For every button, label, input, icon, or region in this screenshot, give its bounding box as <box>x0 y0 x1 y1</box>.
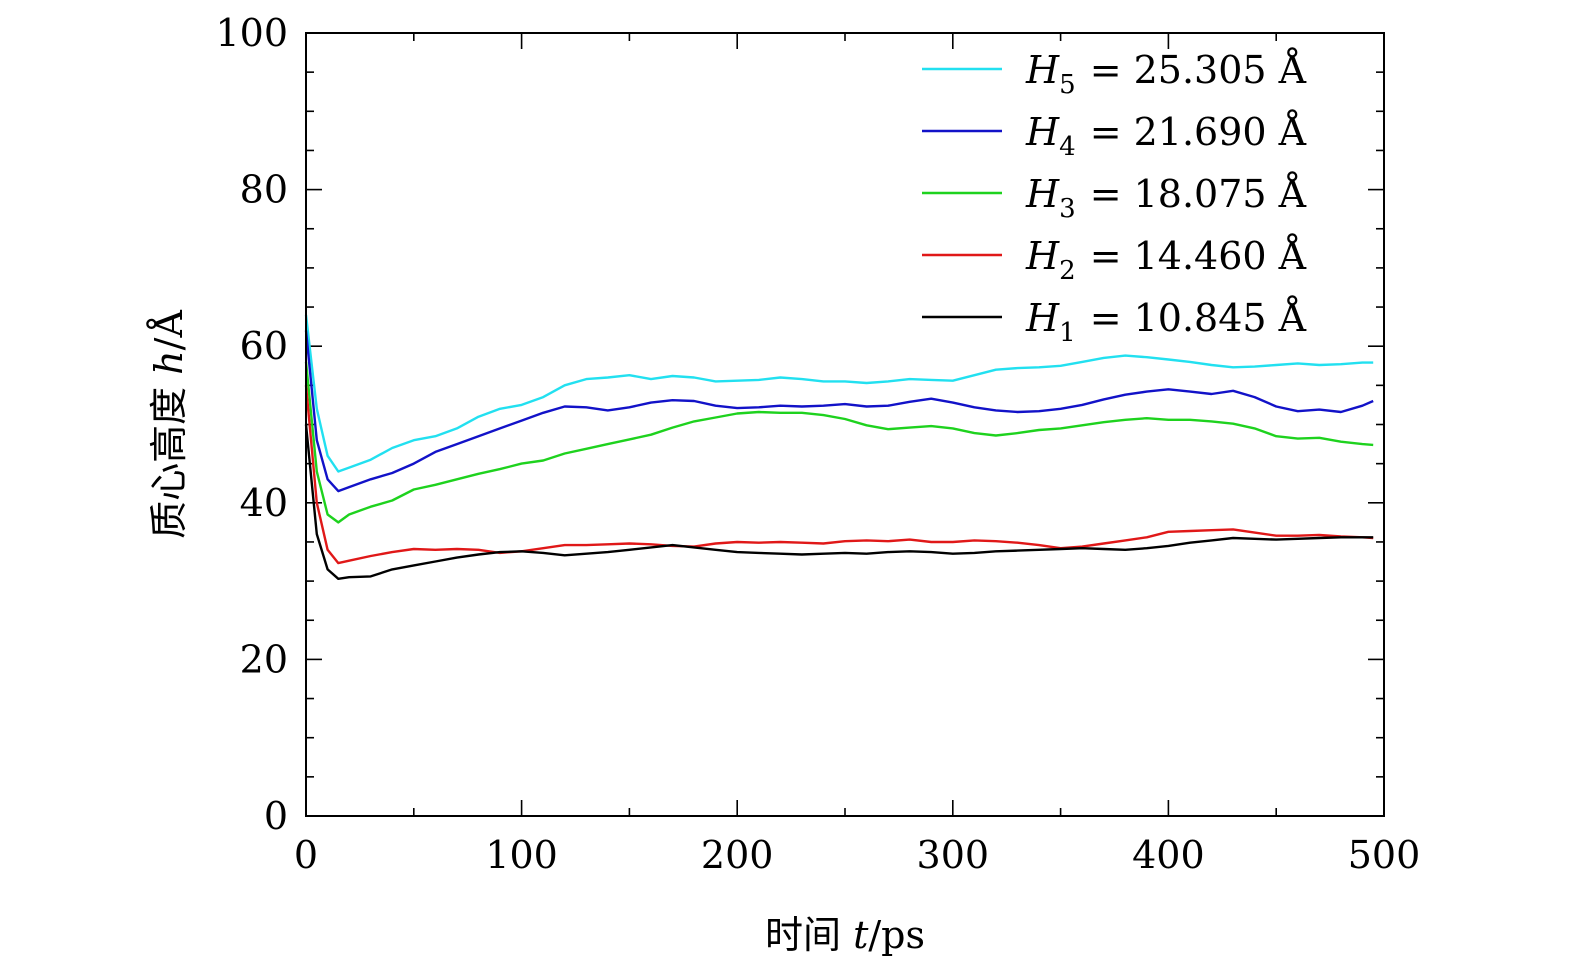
y-tick-label: 60 <box>240 324 288 368</box>
y-axis-title: 质心高度 h/Å <box>147 310 191 539</box>
series-line-h4 <box>304 330 1374 493</box>
legend-label-h2: H2 = 14.460 Å <box>1025 234 1307 286</box>
y-tick-label: 20 <box>240 637 288 681</box>
y-tick-label: 0 <box>264 794 288 838</box>
x-tick-label: 100 <box>485 833 558 877</box>
x-tick-label: 300 <box>917 833 990 877</box>
x-axis-title: 时间 t/ps <box>765 913 925 957</box>
plot-frame <box>305 32 1385 817</box>
x-tick-labels: 0 100 200 300 400 500 <box>294 833 1420 877</box>
y-tick-label: 40 <box>240 481 288 525</box>
series-line-h1 <box>304 424 1374 580</box>
x-tick-label: 200 <box>701 833 774 877</box>
legend-label-h5: H5 = 25.305 Å <box>1025 48 1307 100</box>
x-tick-label: 0 <box>294 833 318 877</box>
legend: H5 = 25.305 Å H4 = 21.690 Å H3 = 18.075 Å H2 = … <box>922 48 1307 348</box>
series-line-h3 <box>304 361 1374 524</box>
x-tick-label: 400 <box>1132 833 1205 877</box>
series-line-h2 <box>304 385 1374 565</box>
legend-label-h4: H4 = 21.690 Å <box>1025 110 1307 162</box>
y-tick-label: 100 <box>215 11 288 55</box>
y-tick-labels: 0 20 40 60 80 100 <box>215 11 288 838</box>
legend-label-h1: H1 = 10.845 Å <box>1025 296 1307 348</box>
series-line-h5 <box>304 314 1374 473</box>
legend-label-h3: H3 = 18.075 Å <box>1025 172 1307 224</box>
series-lines <box>304 314 1374 580</box>
x-tick-label: 500 <box>1348 833 1421 877</box>
y-tick-label: 80 <box>240 168 288 212</box>
